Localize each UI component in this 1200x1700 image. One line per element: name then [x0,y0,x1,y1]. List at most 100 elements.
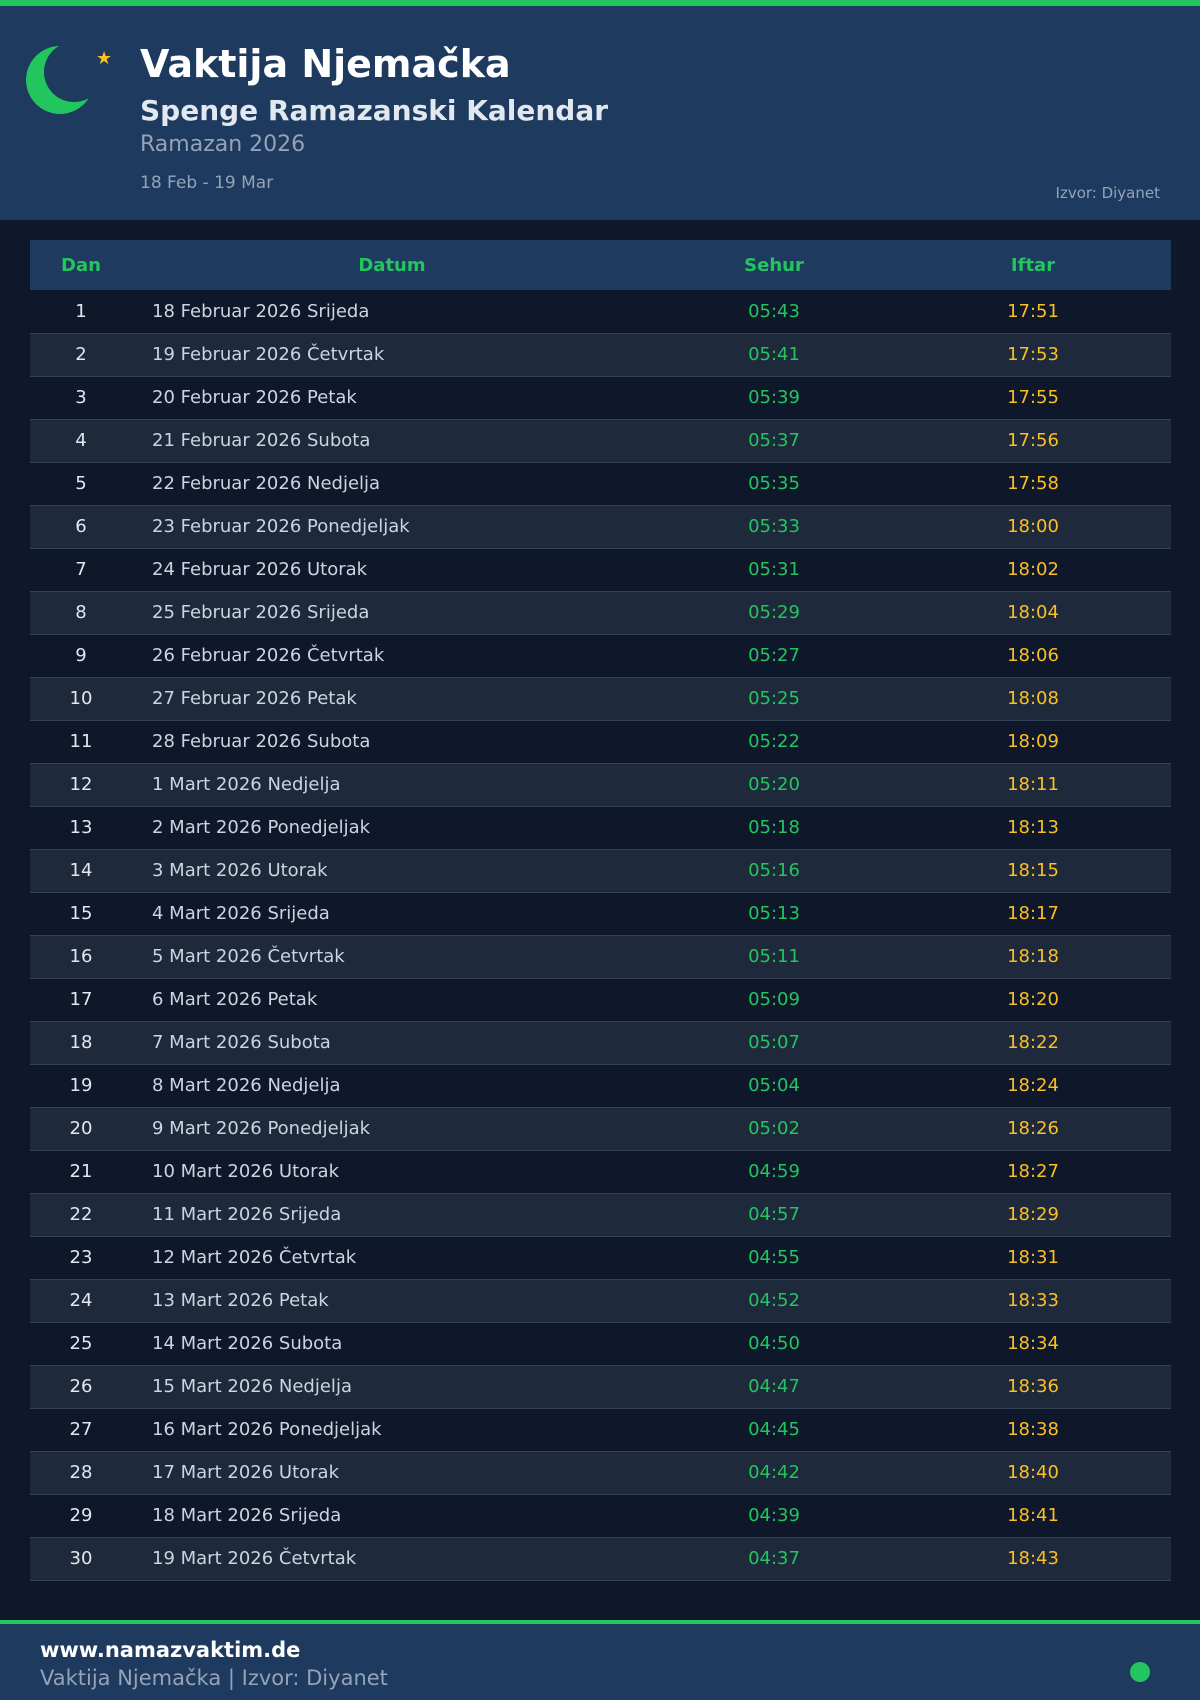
cell-iftar: 18:22 [1007,1032,1059,1053]
cell-dan: 27 [69,1419,93,1440]
table-header-row: Dan Datum Sehur Iftar [30,240,1171,290]
cell-sehur: 05:20 [748,774,800,795]
cell-datum: 27 Februar 2026 Petak [152,688,357,709]
cell-iftar: 17:56 [1007,430,1059,451]
cell-iftar: 18:09 [1007,731,1059,752]
cell-sehur: 05:02 [748,1118,800,1139]
cell-datum: 22 Februar 2026 Nedjelja [152,473,381,494]
table-row: 26 15 Mart 2026 Nedjelja 04:47 18:36 [30,1365,1171,1408]
table-row: 19 8 Mart 2026 Nedjelja 05:04 18:24 [30,1064,1171,1107]
cell-iftar: 17:53 [1007,344,1059,365]
cell-iftar: 18:06 [1007,645,1059,666]
cell-iftar: 18:31 [1007,1247,1059,1268]
table-row: 8 25 Februar 2026 Srijeda 05:29 18:04 [30,591,1171,634]
cell-dan: 9 [75,645,87,666]
cell-dan: 12 [69,774,93,795]
table-row: 17 6 Mart 2026 Petak 05:09 18:20 [30,978,1171,1021]
column-header-dan: Dan [61,254,101,276]
cell-datum: 20 Februar 2026 Petak [152,387,357,408]
cell-iftar: 18:15 [1007,860,1059,881]
cell-iftar: 17:55 [1007,387,1059,408]
cell-sehur: 05:16 [748,860,800,881]
column-header-sehur: Sehur [744,254,804,276]
cell-sehur: 05:22 [748,731,800,752]
cell-dan: 8 [75,602,87,623]
cell-dan: 16 [69,946,93,967]
cell-iftar: 17:58 [1007,473,1059,494]
cell-datum: 7 Mart 2026 Subota [152,1032,331,1053]
cell-dan: 5 [75,473,87,494]
page-footer: www.namazvaktim.de Vaktija Njemačka | Iz… [0,1624,1200,1700]
cell-dan: 11 [69,731,93,752]
cell-iftar: 18:33 [1007,1290,1059,1311]
cell-sehur: 04:55 [748,1247,800,1268]
cell-datum: 3 Mart 2026 Utorak [152,860,328,881]
table-row: 18 7 Mart 2026 Subota 05:07 18:22 [30,1021,1171,1064]
footer-accent-line [0,1620,1200,1624]
cell-sehur: 04:50 [748,1333,800,1354]
cell-iftar: 18:20 [1007,989,1059,1010]
cell-dan: 17 [69,989,93,1010]
ramadan-calendar-table: Dan Datum Sehur Iftar 1 18 Februar 2026 S… [30,240,1171,1581]
cell-datum: 14 Mart 2026 Subota [152,1333,343,1354]
page-title: Vaktija Njemačka [140,42,511,86]
cell-datum: 13 Mart 2026 Petak [152,1290,329,1311]
cell-iftar: 18:00 [1007,516,1059,537]
cell-sehur: 05:35 [748,473,800,494]
cell-datum: 16 Mart 2026 Ponedjeljak [152,1419,382,1440]
cell-sehur: 05:39 [748,387,800,408]
table-row: 9 26 Februar 2026 Četvrtak 05:27 18:06 [30,634,1171,677]
cell-iftar: 18:34 [1007,1333,1059,1354]
column-header-datum: Datum [358,254,426,276]
cell-sehur: 05:43 [748,300,800,322]
cell-sehur: 05:27 [748,645,800,666]
website-link[interactable]: www.namazvaktim.de [40,1638,301,1662]
cell-sehur: 05:18 [748,817,800,838]
cell-sehur: 04:47 [748,1376,800,1397]
table-row: 29 18 Mart 2026 Srijeda 04:39 18:41 [30,1494,1171,1537]
cell-dan: 13 [69,817,93,838]
cell-dan: 4 [75,430,87,451]
cell-sehur: 05:07 [748,1032,800,1053]
cell-dan: 15 [69,903,93,924]
cell-datum: 10 Mart 2026 Utorak [152,1161,339,1182]
cell-iftar: 18:36 [1007,1376,1059,1397]
table-row: 23 12 Mart 2026 Četvrtak 04:55 18:31 [30,1236,1171,1279]
cell-dan: 18 [69,1032,93,1053]
table-row: 12 1 Mart 2026 Nedjelja 05:20 18:11 [30,763,1171,806]
table-row: 10 27 Februar 2026 Petak 05:25 18:08 [30,677,1171,720]
cell-datum: 21 Februar 2026 Subota [152,430,371,451]
cell-dan: 10 [69,688,93,709]
cell-iftar: 18:11 [1007,774,1059,795]
table-row: 24 13 Mart 2026 Petak 04:52 18:33 [30,1279,1171,1322]
cell-datum: 9 Mart 2026 Ponedjeljak [152,1118,371,1139]
cell-sehur: 05:31 [748,559,800,580]
cell-dan: 14 [69,860,93,881]
cell-sehur: 04:59 [748,1161,800,1182]
table-row: 21 10 Mart 2026 Utorak 04:59 18:27 [30,1150,1171,1193]
cell-dan: 22 [69,1204,93,1225]
cell-datum: 19 Februar 2026 Četvrtak [152,344,385,365]
cell-iftar: 18:41 [1007,1505,1059,1526]
cell-iftar: 18:27 [1007,1161,1059,1182]
crescent-moon-icon [26,46,94,114]
cell-dan: 24 [69,1290,93,1311]
cell-datum: 28 Februar 2026 Subota [152,731,371,752]
cell-sehur: 05:13 [748,903,800,924]
cell-dan: 28 [69,1462,93,1483]
cell-sehur: 04:42 [748,1462,800,1483]
cell-iftar: 18:29 [1007,1204,1059,1225]
cell-datum: 1 Mart 2026 Nedjelja [152,774,341,795]
star-icon: ★ [96,48,113,69]
table-row: 27 16 Mart 2026 Ponedjeljak 04:45 18:38 [30,1408,1171,1451]
cell-sehur: 04:37 [748,1548,800,1569]
cell-dan: 23 [69,1247,93,1268]
table-row: 28 17 Mart 2026 Utorak 04:42 18:40 [30,1451,1171,1494]
cell-sehur: 05:04 [748,1075,800,1096]
cell-iftar: 18:02 [1007,559,1059,580]
table-row: 30 19 Mart 2026 Četvrtak 04:37 18:43 [30,1537,1171,1580]
cell-sehur: 05:33 [748,516,800,537]
status-dot-icon [1130,1662,1150,1682]
table-row: 14 3 Mart 2026 Utorak 05:16 18:15 [30,849,1171,892]
cell-dan: 21 [69,1161,93,1182]
